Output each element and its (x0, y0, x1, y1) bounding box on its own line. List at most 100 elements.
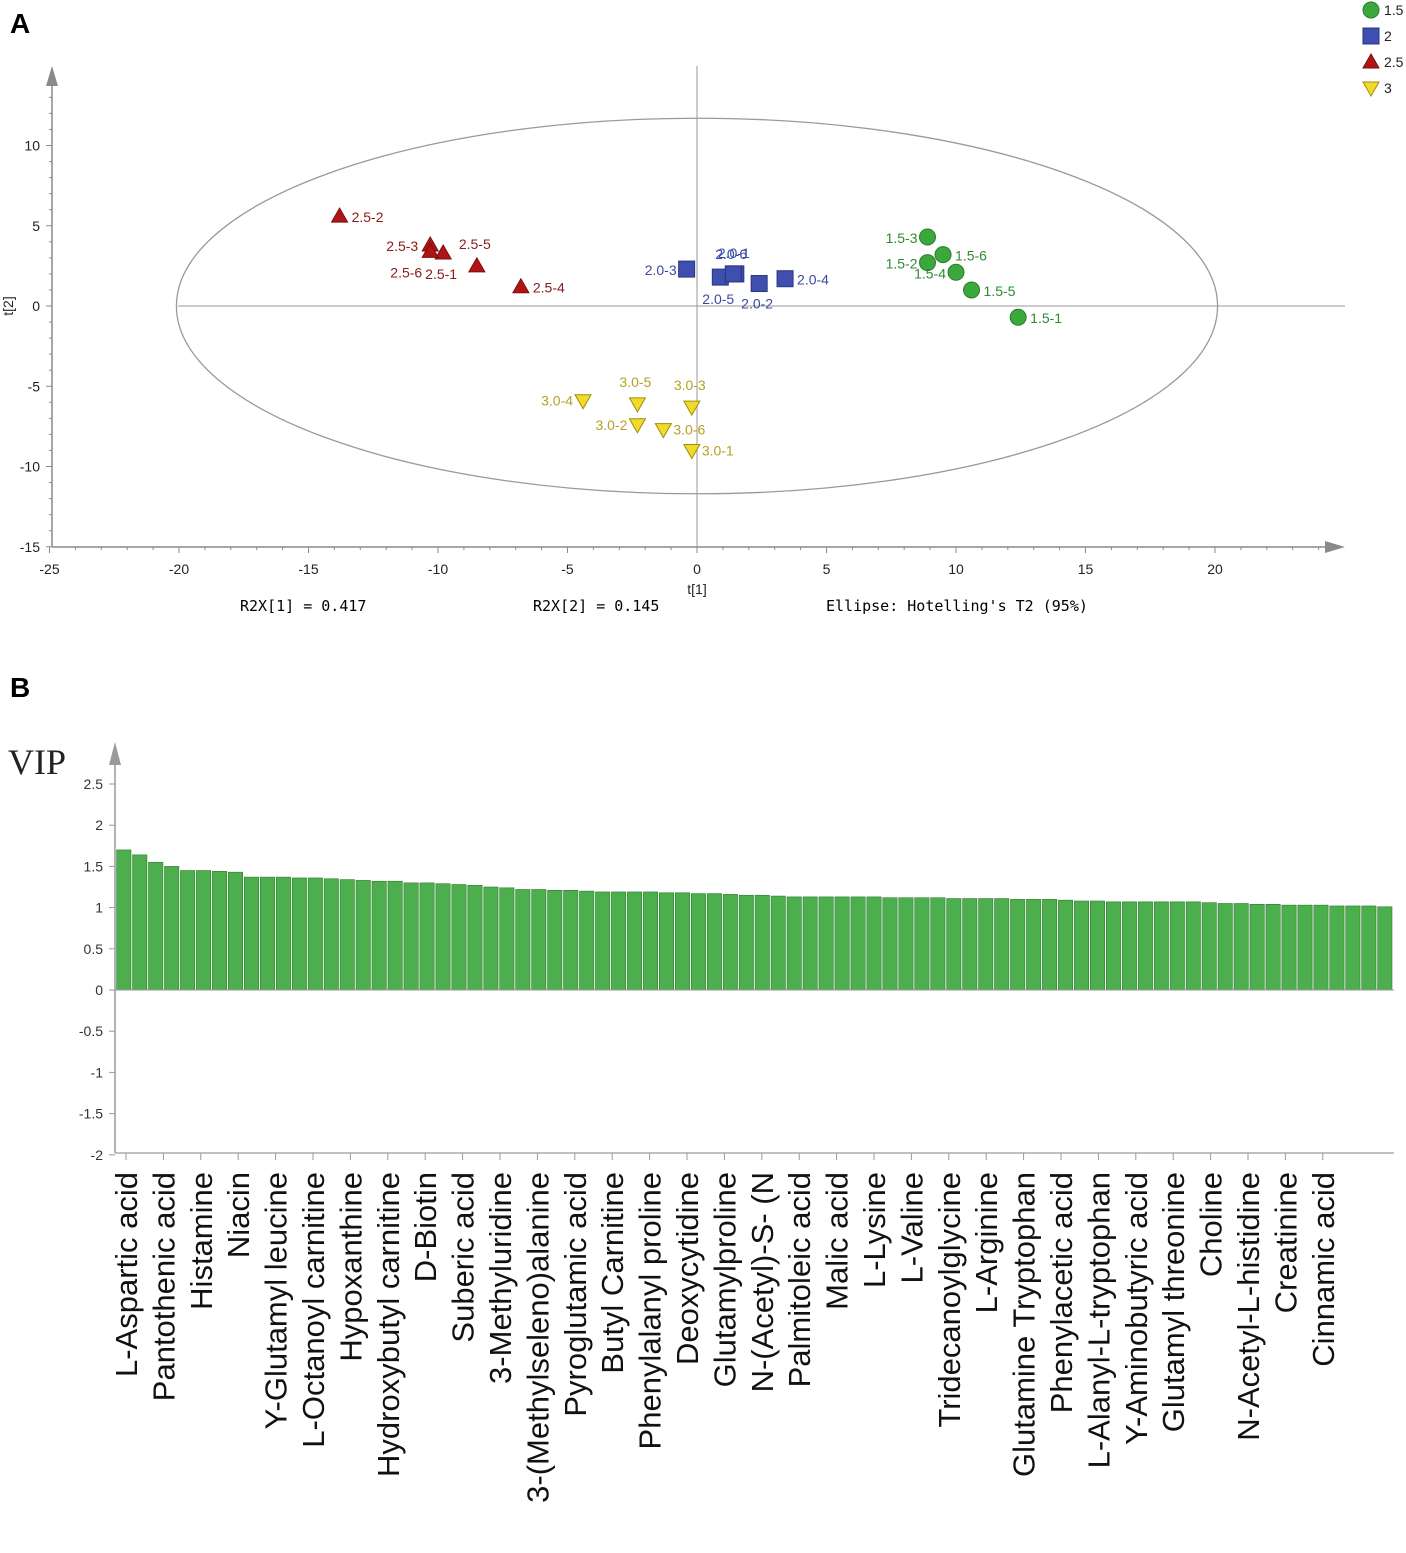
vip-bar (483, 886, 499, 991)
point-label: 1.5-1 (1030, 310, 1062, 326)
y-tick-label: -1 (91, 1064, 104, 1080)
vip-bar (196, 870, 212, 991)
vip-bar (850, 896, 866, 991)
score-point (934, 246, 952, 264)
point-label: 2.5-1 (425, 266, 457, 282)
vip-bar (611, 891, 627, 991)
point-label: 2.5-2 (352, 209, 384, 225)
category-label: Hypoxanthine (333, 1172, 368, 1362)
y-tick-label: 0.5 (84, 941, 104, 957)
score-point (724, 265, 742, 283)
category-label: Histamine (184, 1172, 219, 1310)
score-point (628, 397, 647, 413)
score-point (467, 256, 486, 273)
vip-bar (323, 878, 339, 991)
y-tick-label: -5 (28, 378, 41, 394)
point-label: 2.5-5 (459, 236, 491, 252)
y-tick-label: 5 (32, 218, 40, 234)
point-label: 1.5-2 (886, 256, 918, 272)
y-axis-title: VIP (8, 742, 66, 782)
y-axis-title: t[2] (0, 296, 16, 315)
category-label: Hydroxybutyl carnitine (371, 1172, 406, 1477)
vip-bar (738, 894, 754, 991)
vip-bar (595, 891, 611, 991)
vip-bar (515, 889, 531, 991)
y-tick-label: 2 (95, 817, 103, 833)
score-point (776, 270, 794, 288)
score-point (628, 418, 647, 434)
vip-bar (467, 885, 483, 991)
vip-bar (1169, 901, 1185, 991)
vip-bar (1233, 903, 1249, 991)
vip-bar (627, 891, 643, 991)
vip-bar (802, 896, 818, 991)
vip-bar (212, 871, 228, 991)
vip-bar (674, 892, 690, 991)
score-point (919, 254, 937, 272)
vip-bar (371, 880, 387, 991)
category-label: L-Alanyl-L-tryptophan (1081, 1172, 1116, 1468)
vip-bar (116, 849, 132, 991)
vip-bar (643, 891, 659, 991)
y-tick-label: -2 (91, 1147, 104, 1163)
x-tick-label: 5 (823, 561, 831, 577)
vip-bar (994, 898, 1010, 991)
y-tick-label: 1 (95, 900, 103, 916)
vip-bar (1361, 905, 1377, 991)
score-point (682, 443, 701, 460)
r2x2-stat: R2X[2] = 0.145 (533, 597, 660, 615)
ellipse-stat: Ellipse: Hotelling's T2 (95%) (826, 597, 1088, 615)
vip-bar (690, 893, 706, 991)
category-label: Phenylacetic acid (1044, 1172, 1079, 1413)
point-label: 1.5-6 (955, 248, 987, 264)
vip-bar (579, 890, 595, 991)
category-label: Pyroglutamic acid (558, 1172, 593, 1417)
category-label: L-Arginine (969, 1172, 1004, 1313)
x-tick-label: -10 (428, 561, 448, 577)
point-label: 2.0-4 (797, 272, 829, 288)
vip-bar (1345, 905, 1361, 991)
category-label: Cinnamic acid (1306, 1172, 1341, 1367)
category-label: D-Biotin (408, 1172, 443, 1282)
x-tick-label: 15 (1078, 561, 1094, 577)
vip-bar (978, 898, 994, 991)
point-label: 3.0-4 (541, 393, 573, 409)
point-label: 2.0-2 (741, 296, 773, 312)
vip-bar (403, 882, 419, 991)
vip-bar (1058, 899, 1074, 991)
category-label: Pantothenic acid (146, 1172, 181, 1401)
vip-bar (1074, 900, 1090, 991)
score-point (654, 423, 673, 439)
vip-bar (1121, 901, 1137, 991)
legend-marker (1362, 52, 1380, 69)
y-tick-label: 0 (32, 298, 40, 314)
vip-bar (531, 889, 547, 991)
vip-bar (164, 866, 180, 991)
legend-marker (1362, 1, 1380, 19)
score-point (919, 228, 937, 246)
legend-label: 1.5 (1384, 2, 1404, 18)
vip-bar (499, 887, 515, 991)
vip-bar (228, 871, 243, 991)
point-label: 1.5-4 (914, 265, 946, 281)
vip-bar (547, 889, 563, 991)
vip-bar (1153, 901, 1169, 991)
y-tick-label: -1.5 (79, 1106, 103, 1122)
category-label: Suberic acid (446, 1172, 481, 1343)
legend-label: 2.5 (1384, 54, 1404, 70)
point-label: 1.5-3 (886, 230, 918, 246)
point-label: 2.0-6 (715, 246, 747, 262)
score-point (574, 394, 592, 410)
score-point (512, 277, 530, 294)
x-tick-label: 0 (693, 561, 701, 577)
category-label: Y-Glutamyl leucine (259, 1172, 294, 1429)
y-axis-arrow (109, 742, 121, 765)
vip-bar (307, 877, 323, 991)
vip-bar (1313, 904, 1329, 991)
vip-bar (339, 879, 355, 991)
panel-a-letter: A (10, 8, 31, 39)
vip-bar (946, 898, 962, 991)
vip-bar (180, 870, 196, 991)
legend-marker (1362, 81, 1380, 98)
